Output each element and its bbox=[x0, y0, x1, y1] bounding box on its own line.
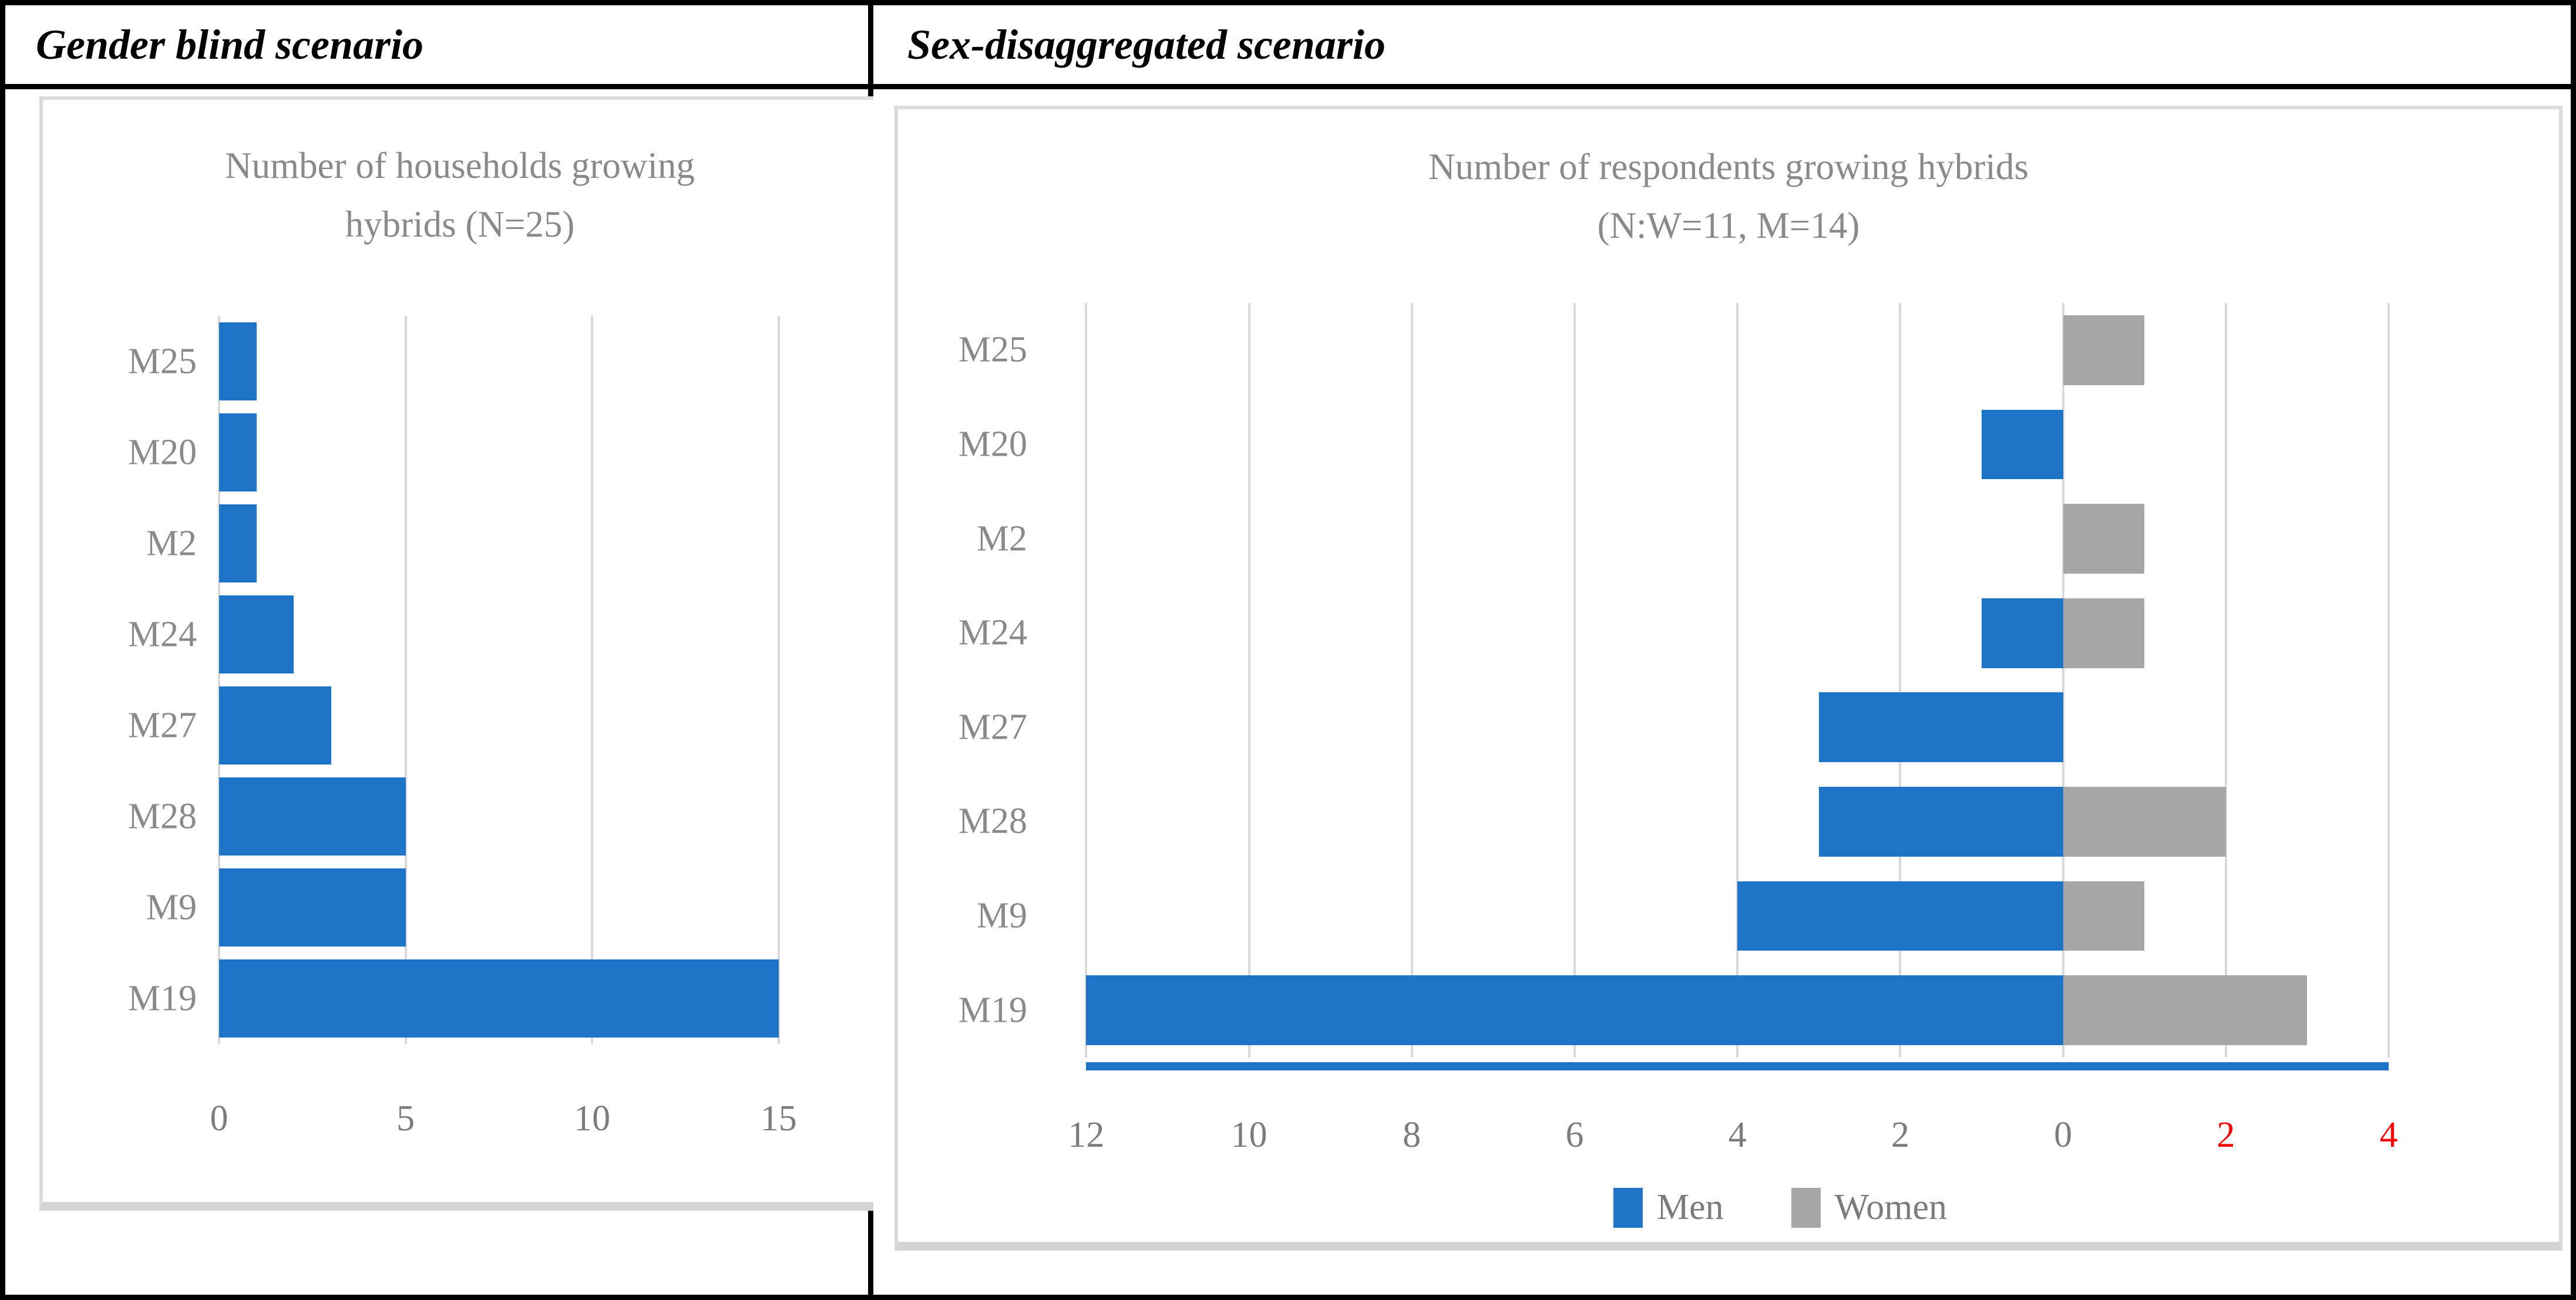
x-tick-label: 2 bbox=[2217, 1115, 2235, 1155]
bar-men bbox=[1818, 692, 2063, 763]
chart-title-households-line1: Number of households growing bbox=[225, 145, 695, 186]
category-label: M24 bbox=[127, 614, 197, 654]
body-cell-right: Number of respondents growing hybrids (N… bbox=[873, 89, 2571, 1295]
category-label: M20 bbox=[127, 432, 197, 472]
category-label: M19 bbox=[958, 990, 1027, 1030]
x-axis-households: 0 5 10 15 bbox=[210, 1098, 835, 1154]
gridline bbox=[591, 316, 594, 1044]
legend-swatch-men bbox=[1613, 1187, 1643, 1228]
x-tick-label: 15 bbox=[760, 1099, 797, 1139]
bar-women bbox=[2063, 598, 2145, 668]
bar-households bbox=[219, 868, 406, 947]
chart-title-households: Number of households growing hybrids (N=… bbox=[43, 136, 877, 254]
gridline bbox=[2224, 303, 2227, 1057]
bar-women bbox=[2063, 787, 2226, 857]
chart-title-respondents: Number of respondents growing hybrids (N… bbox=[898, 137, 2559, 255]
bar-households bbox=[219, 595, 294, 674]
bar-households bbox=[219, 959, 779, 1038]
category-label: M25 bbox=[127, 341, 197, 381]
gridline bbox=[404, 316, 407, 1044]
bar-women bbox=[2063, 315, 2145, 385]
chart-panel-respondents: Number of respondents growing hybrids (N… bbox=[894, 106, 2562, 1251]
x-tick-label: 8 bbox=[1403, 1115, 1421, 1155]
bar-men bbox=[1818, 787, 2063, 857]
gridline bbox=[1247, 303, 1250, 1057]
plot-area-respondents: M25 M20 M2 M24 M27 M28 M9 M19 bbox=[959, 303, 2511, 1070]
gridline bbox=[777, 316, 780, 1044]
bar-households bbox=[219, 686, 331, 765]
header-cell-gender-blind: Gender blind scenario bbox=[5, 5, 873, 89]
gridline bbox=[2387, 303, 2390, 1057]
x-tick-label: 12 bbox=[1068, 1115, 1105, 1155]
header-cell-sex-disaggregated: Sex-disaggregated scenario bbox=[873, 5, 2571, 89]
bar-women bbox=[2063, 881, 2145, 951]
legend-swatch-women bbox=[1791, 1187, 1821, 1228]
bar-households bbox=[219, 322, 257, 401]
bar-households bbox=[219, 413, 257, 492]
category-label: M2 bbox=[146, 523, 197, 563]
body-cell-left: Number of households growing hybrids (N=… bbox=[5, 89, 880, 1295]
legend: Men Women bbox=[1050, 1187, 2511, 1228]
category-label: M20 bbox=[958, 424, 1027, 464]
bar-men bbox=[1982, 409, 2063, 480]
category-label: M28 bbox=[127, 796, 197, 836]
x-axis-respondents: 12 10 8 6 4 2 0 2 4 bbox=[1050, 1114, 2511, 1170]
bar-men bbox=[1737, 881, 2063, 951]
chart-title-households-line2: hybrids (N=25) bbox=[345, 204, 575, 245]
category-label: M28 bbox=[958, 801, 1027, 841]
gridline bbox=[1573, 303, 1576, 1057]
bar-households bbox=[219, 504, 257, 583]
x-tick-label: 0 bbox=[210, 1099, 228, 1139]
x-tick-label: 5 bbox=[396, 1099, 415, 1139]
chart-title-respondents-line1: Number of respondents growing hybrids bbox=[1428, 146, 2029, 187]
legend-item-women: Women bbox=[1791, 1187, 1947, 1228]
gridline bbox=[1899, 303, 1902, 1057]
gridline bbox=[1410, 303, 1413, 1057]
category-label: M9 bbox=[146, 887, 197, 927]
x-tick-label: 0 bbox=[2054, 1115, 2073, 1155]
x-tick-label: 6 bbox=[1565, 1115, 1584, 1155]
chart-panel-households: Number of households growing hybrids (N=… bbox=[39, 96, 880, 1211]
bar-women bbox=[2063, 975, 2308, 1046]
x-tick-label: 10 bbox=[574, 1099, 611, 1139]
bar-men bbox=[1086, 975, 2063, 1046]
legend-label-men: Men bbox=[1657, 1187, 1724, 1227]
category-label: M25 bbox=[958, 329, 1027, 370]
gridline bbox=[1085, 303, 1088, 1057]
chart-title-respondents-line2: (N:W=11, M=14) bbox=[1597, 205, 1860, 246]
category-label: M2 bbox=[976, 518, 1027, 559]
header-title-gender-blind: Gender blind scenario bbox=[36, 21, 424, 68]
header-title-sex-disaggregated: Sex-disaggregated scenario bbox=[907, 21, 1385, 68]
bar-women bbox=[2063, 504, 2145, 574]
legend-label-women: Women bbox=[1834, 1187, 1947, 1227]
category-label: M27 bbox=[127, 705, 197, 745]
bar-men bbox=[1982, 598, 2063, 668]
gridline bbox=[2062, 303, 2064, 1057]
bar-households bbox=[219, 777, 406, 856]
x-tick-label: 4 bbox=[1728, 1115, 1747, 1155]
plot-area-households: M25 M20 M2 M24 M27 M28 M9 M19 bbox=[128, 316, 835, 1044]
category-label: M24 bbox=[958, 612, 1027, 653]
x-tick-label: 10 bbox=[1230, 1115, 1267, 1155]
category-label: M19 bbox=[127, 978, 197, 1018]
gridline bbox=[218, 316, 220, 1044]
gridline bbox=[1736, 303, 1739, 1057]
category-label: M27 bbox=[958, 707, 1027, 747]
category-axis-line bbox=[1086, 1062, 2389, 1070]
x-tick-label: 2 bbox=[1891, 1115, 1909, 1155]
legend-item-men: Men bbox=[1613, 1187, 1724, 1228]
x-tick-label: 4 bbox=[2379, 1115, 2398, 1155]
category-label: M9 bbox=[976, 895, 1027, 936]
